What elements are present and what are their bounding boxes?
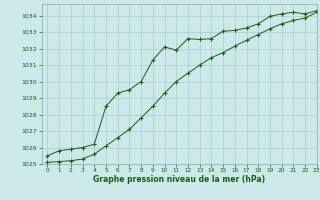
X-axis label: Graphe pression niveau de la mer (hPa): Graphe pression niveau de la mer (hPa)	[93, 175, 265, 184]
